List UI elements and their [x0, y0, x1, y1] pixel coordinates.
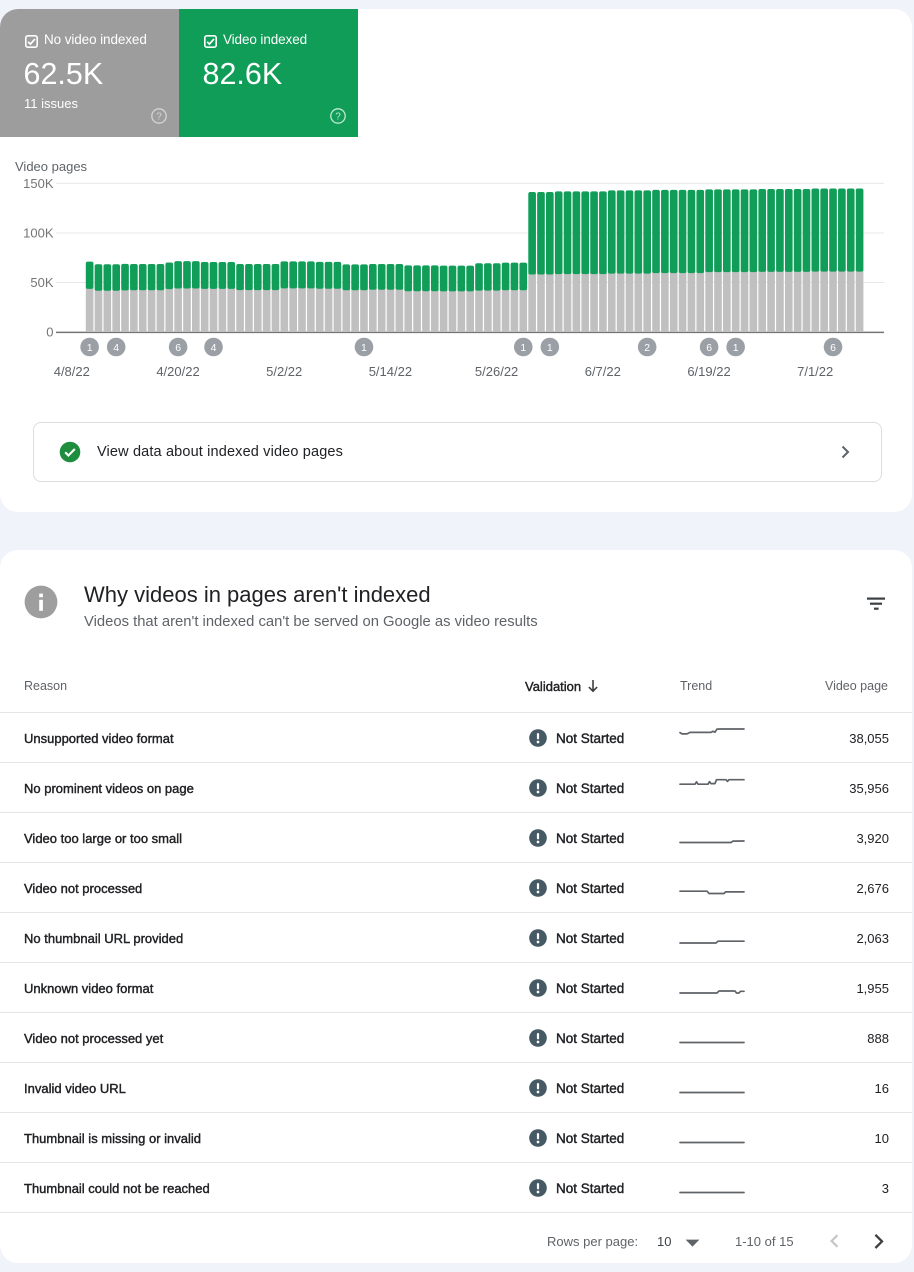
- svg-text:6: 6: [175, 342, 181, 354]
- svg-text:6/7/22: 6/7/22: [585, 364, 621, 379]
- svg-text:4: 4: [113, 342, 119, 354]
- svg-text:5/2/22: 5/2/22: [266, 364, 302, 379]
- svg-text:100K: 100K: [23, 225, 54, 240]
- svg-text:0: 0: [46, 325, 53, 340]
- svg-text:5/26/22: 5/26/22: [475, 364, 518, 379]
- svg-text:4/20/22: 4/20/22: [156, 364, 199, 379]
- svg-text:6: 6: [830, 342, 836, 354]
- svg-text:Video pages: Video pages: [15, 159, 88, 174]
- svg-text:7/1/22: 7/1/22: [797, 364, 833, 379]
- svg-text:1: 1: [520, 342, 526, 354]
- svg-text:1: 1: [87, 342, 93, 354]
- svg-text:?: ?: [156, 112, 162, 123]
- svg-text:?: ?: [335, 112, 341, 123]
- svg-text:4/8/22: 4/8/22: [54, 364, 90, 379]
- svg-text:6: 6: [706, 342, 712, 354]
- svg-text:2: 2: [644, 342, 650, 354]
- svg-text:1: 1: [547, 342, 553, 354]
- svg-text:5/14/22: 5/14/22: [369, 364, 412, 379]
- svg-text:150K: 150K: [23, 176, 54, 191]
- svg-text:50K: 50K: [30, 275, 53, 290]
- svg-text:1: 1: [733, 342, 739, 354]
- svg-text:1: 1: [361, 342, 367, 354]
- svg-text:4: 4: [211, 342, 217, 354]
- svg-text:6/19/22: 6/19/22: [687, 364, 730, 379]
